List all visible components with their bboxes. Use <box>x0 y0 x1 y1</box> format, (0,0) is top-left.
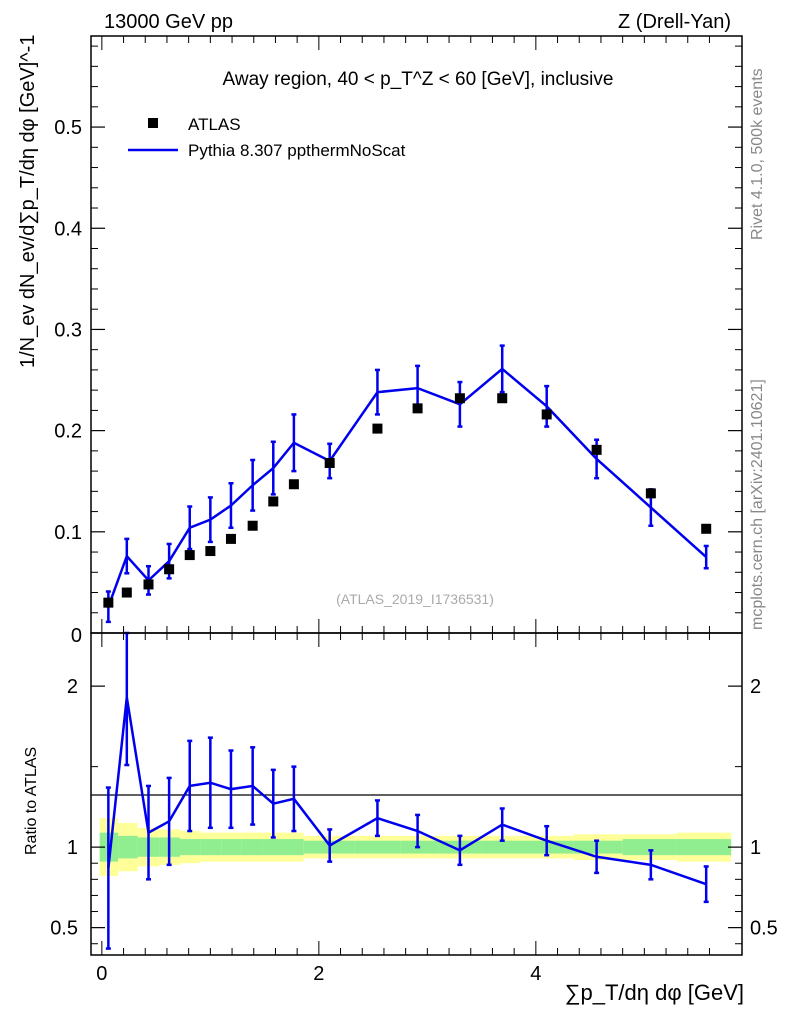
atlas-point <box>591 444 602 455</box>
main-y-tick-label: 0.4 <box>54 218 82 240</box>
ratio-band-inner <box>118 835 138 859</box>
legend-atlas-label: ATLAS <box>188 115 241 134</box>
atlas-series <box>103 393 712 608</box>
ratio-band-inner <box>179 839 201 856</box>
side-mcplots-label: mcplots.cern.ch [arXiv:2401.10621] <box>749 379 766 630</box>
ratio-band-inner <box>241 839 263 856</box>
ratio-frame <box>90 632 743 956</box>
atlas-point <box>288 479 299 490</box>
atlas-point <box>205 546 216 557</box>
atlas-point <box>372 423 383 434</box>
ratio-band-inner <box>200 839 222 856</box>
atlas-point <box>247 520 258 531</box>
atlas-point <box>497 393 508 404</box>
mc-series <box>105 344 709 624</box>
ratio-mc-series <box>105 631 709 950</box>
main-title: Away region, 40 < p_T^Z < 60 [GeV], incl… <box>223 69 614 90</box>
header-right: Z (Drell-Yan) <box>618 11 731 33</box>
ratio-band-inner <box>525 840 574 854</box>
main-x-ticks <box>101 36 710 633</box>
atlas-point <box>701 523 712 534</box>
main-y-ticks: 0.1 0.2 0.3 0.4 0.5 <box>54 45 742 614</box>
ratio-band-inner <box>283 839 304 856</box>
legend-atlas-marker <box>148 118 158 128</box>
ratio-y-tick-label-right: 1 <box>750 837 761 859</box>
atlas-point <box>412 403 423 414</box>
ratio-band-inner <box>262 839 284 856</box>
atlas-point <box>143 579 154 590</box>
main-y-tick-label: 0.5 <box>54 117 82 139</box>
ratio-y-tick-label-right: 2 <box>750 676 761 698</box>
main-y-tick-label: 0.1 <box>54 522 82 544</box>
ratio-x-tick-label: 4 <box>530 963 541 985</box>
main-y-zero-label: 0 <box>71 625 82 647</box>
side-rivet-label: Rivet 4.1.0, 500k events <box>749 68 766 240</box>
ratio-y-axis-label: Ratio to ATLAS <box>23 747 40 855</box>
ratio-band-inner <box>573 840 623 854</box>
ratio-x-ticks: 0 2 4 <box>96 633 710 985</box>
atlas-point <box>541 409 552 420</box>
ratio-band-inner <box>676 839 732 856</box>
ratio-y-ticks: 0.5 0.5 1 1 2 2 <box>50 676 778 945</box>
header-left: 13000 GeV pp <box>104 11 233 33</box>
legend: ATLAS Pythia 8.307 ppthermNoScat <box>128 115 406 160</box>
legend-mc-label: Pythia 8.307 ppthermNoScat <box>188 141 406 160</box>
ratio-y-tick-label-right: 0.5 <box>750 918 778 940</box>
atlas-point <box>184 550 195 561</box>
atlas-point <box>454 393 465 404</box>
main-y-tick-label: 0.2 <box>54 421 82 443</box>
watermark: (ATLAS_2019_I1736531) <box>336 591 494 607</box>
ratio-y-tick-label: 2 <box>67 676 78 698</box>
mc-line-path <box>107 367 708 608</box>
atlas-point <box>164 564 175 575</box>
atlas-point <box>225 533 236 544</box>
main-y-axis-label: 1/N_ev dN_ev/d∑p_T/dη dφ [GeV]^-1 <box>17 35 39 368</box>
ratio-y-tick-label: 0.5 <box>50 918 78 940</box>
ratio-band-inner <box>622 839 677 856</box>
ratio-panel: 0.5 0.5 1 1 2 2 0 2 4 Ratio to ATLAS <box>23 631 778 985</box>
main-panel: Away region, 40 < p_T^Z < 60 [GeV], incl… <box>17 35 743 647</box>
atlas-point <box>268 496 279 507</box>
ratio-x-tick-label: 2 <box>313 963 324 985</box>
atlas-point <box>103 597 114 608</box>
ratio-band-inner <box>481 840 525 854</box>
main-y-tick-label: 0.3 <box>54 319 82 341</box>
atlas-point <box>121 587 132 598</box>
ratio-band-inner <box>354 840 401 854</box>
atlas-point <box>645 488 656 499</box>
x-axis-label: ∑p_T/dη dφ [GeV] <box>565 980 744 1005</box>
ratio-y-tick-label: 1 <box>67 837 78 859</box>
ratio-x-tick-label: 0 <box>96 963 107 985</box>
atlas-point <box>324 458 335 469</box>
ratio-band-inner <box>221 839 242 856</box>
